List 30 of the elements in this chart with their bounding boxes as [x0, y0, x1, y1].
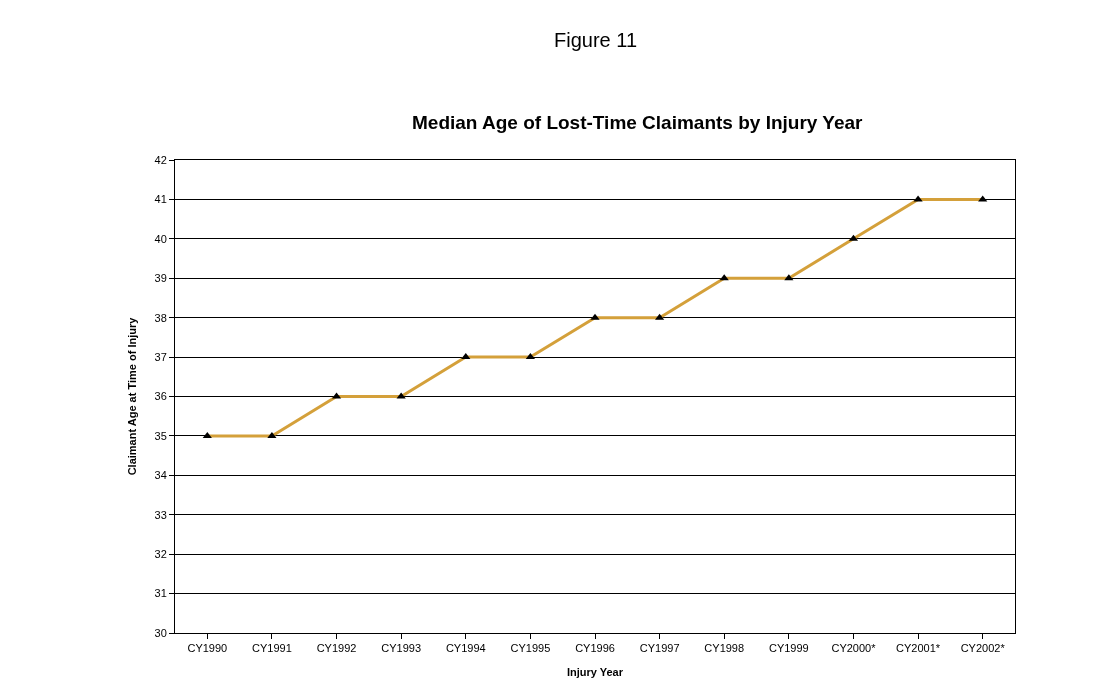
y-tick-label: 33 [154, 508, 167, 521]
x-tick-label: CY1990 [187, 642, 228, 655]
x-tick-label: CY1993 [381, 642, 422, 655]
chart-subtitle: Median Age of Lost-Time Claimants by Injury Year [412, 112, 864, 133]
y-tick-label: 35 [154, 429, 167, 442]
y-tick-label: 37 [154, 350, 167, 363]
y-tick-label: 39 [154, 272, 167, 285]
y-tick-label: 40 [154, 232, 167, 245]
x-axis-title: Injury Year [566, 666, 624, 679]
x-tick-label: CY2000* [831, 642, 877, 655]
y-tick-label: 38 [154, 311, 167, 324]
chart-title: Figure 11 [554, 29, 638, 51]
x-tick-label: CY2002* [960, 642, 1006, 655]
x-tick-label: CY1994 [445, 642, 486, 655]
x-tick-label: CY1992 [316, 642, 357, 655]
y-tick-label: 36 [154, 390, 167, 403]
x-tick-label: CY1996 [575, 642, 615, 655]
y-tick-label: 32 [154, 548, 167, 561]
y-tick-label: 41 [154, 193, 167, 206]
x-tick-label: CY1995 [510, 642, 551, 655]
x-tick-label: CY1998 [704, 642, 745, 655]
y-tick-label: 31 [154, 587, 167, 600]
x-tick-label: CY2001* [896, 642, 941, 655]
y-tick-label: 42 [154, 153, 167, 166]
y-axis-title: Claimant Age at Time of Injury [126, 316, 139, 476]
x-tick-label: CY1991 [252, 642, 292, 655]
x-tick-label: CY1997 [639, 642, 680, 655]
x-tick-label: CY1999 [768, 642, 809, 655]
y-tick-label: 34 [154, 469, 167, 482]
y-tick-label: 30 [154, 626, 167, 639]
